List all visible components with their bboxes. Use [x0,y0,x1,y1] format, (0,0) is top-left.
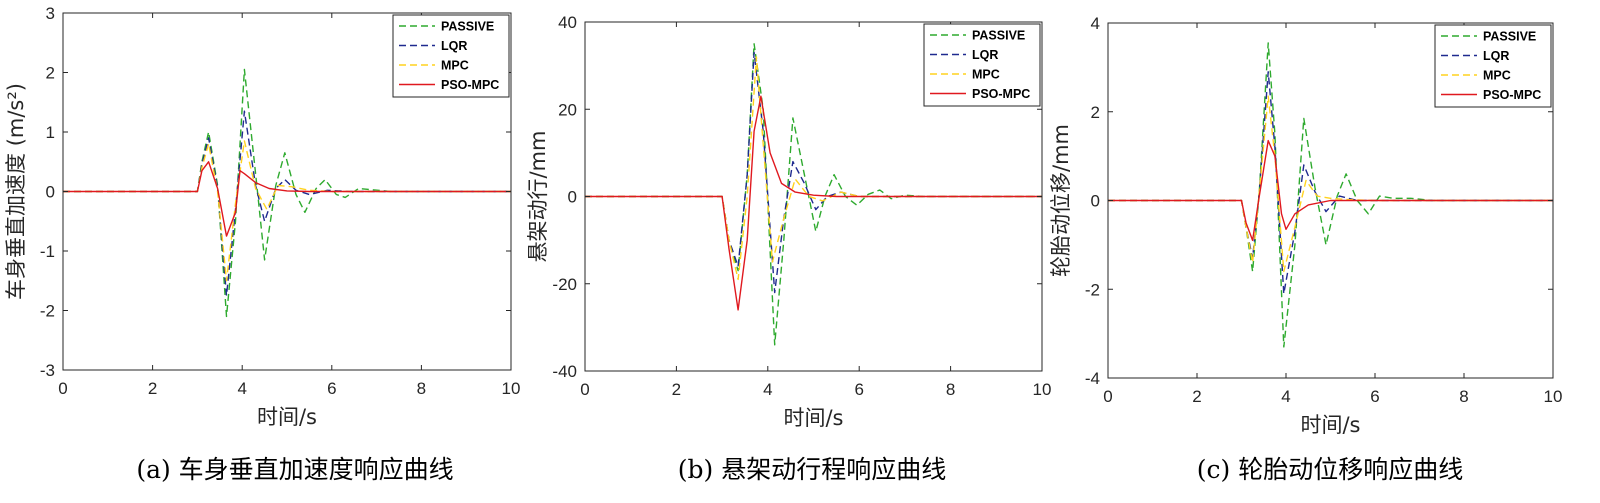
legend: PASSIVE LQR MPC PSO-MPC [923,23,1041,107]
y-tick-label: 1 [46,123,55,142]
y-tick-label: -2 [40,302,55,321]
x-tick-label: 0 [1103,387,1112,406]
legend-label: PSO-MPC [972,87,1030,101]
y-tick-label: 2 [1091,103,1100,122]
x-axis-label: 时间/s [257,405,317,429]
x-tick-label: 2 [672,380,681,399]
series-line-pso-mpc [63,161,511,237]
y-tick-label: 0 [1091,192,1100,211]
y-tick-label: 3 [46,4,55,23]
legend: PASSIVE LQR MPC PSO-MPC [1434,24,1552,108]
series-line-pso-mpc [585,95,1042,311]
series-group [1108,42,1553,348]
legend-label: PSO-MPC [1483,88,1541,102]
series-line-mpc [585,56,1042,281]
x-tick-label: 6 [1370,387,1379,406]
y-tick-label: -3 [40,361,55,380]
x-tick-label: 10 [1033,380,1052,399]
x-tick-label: 0 [58,379,67,398]
x-tick-label: 10 [1544,387,1563,406]
panel-caption: (c) 轮胎动位移响应曲线 [1197,455,1463,484]
legend-box [923,23,1041,107]
legend-label: LQR [972,48,998,62]
x-tick-label: 4 [1281,387,1290,406]
x-tick-label: 2 [148,379,157,398]
x-tick-label: 8 [417,379,426,398]
series-line-mpc [63,140,511,282]
x-tick-label: 6 [327,379,336,398]
legend-label: PASSIVE [972,29,1025,43]
y-tick-label: -4 [1085,369,1100,388]
series-group [63,68,511,318]
x-tick-label: 10 [502,379,521,398]
series-group [585,43,1042,346]
legend-label: MPC [972,68,1000,82]
series-line-passive [63,68,511,318]
panel-caption: (b) 悬架动行程响应曲线 [678,455,946,484]
y-axis-label: 悬架动行/mm [526,131,550,263]
series-line-mpc [1108,95,1553,273]
chart-panel-2: 0 2 4 6 8 10 -40 -20 0 20 40 时间/s 悬架动行/mm PASSIVE LQR M… [526,13,1051,484]
y-tick-label: -20 [552,275,577,294]
x-tick-label: 6 [854,380,863,399]
x-tick-label: 8 [1459,387,1468,406]
legend-box [1434,24,1552,108]
legend-label: PASSIVE [441,20,494,34]
legend-label: LQR [1483,49,1509,63]
y-tick-label: -40 [552,362,577,381]
x-tick-label: 0 [580,380,589,399]
y-tick-label: 40 [558,13,577,32]
series-line-passive [585,43,1042,346]
y-tick-label: 20 [558,100,577,119]
legend-label: PASSIVE [1483,30,1536,44]
legend-box [392,14,510,98]
series-line-pso-mpc [1108,139,1553,242]
x-tick-label: 2 [1192,387,1201,406]
x-axis-label: 时间/s [1300,413,1360,437]
legend-label: LQR [441,39,467,53]
y-tick-label: 4 [1091,14,1100,33]
x-tick-label: 8 [946,380,955,399]
y-axis-label: 车身垂直加速度 (m/s²) [4,83,28,300]
y-tick-label: -2 [1085,280,1100,299]
chart-panel-1: 0 2 4 6 8 10 -3 -2 -1 0 1 2 3 时间/s 车身垂直加速度 (m/s²) PASSI… [4,4,520,484]
x-tick-label: 4 [763,380,772,399]
y-tick-label: 2 [46,64,55,83]
chart-panel-3: 0 2 4 6 8 10-4-2024时间/s轮胎动位移/mmPASSIVELQRMPCP… [1049,14,1562,484]
y-tick-label: -1 [40,242,55,261]
x-axis-label: 时间/s [783,406,843,430]
x-tick-label: 4 [237,379,246,398]
panel-caption: (a) 车身垂直加速度响应曲线 [136,455,453,484]
y-axis-label: 轮胎动位移/mm [1049,124,1073,277]
legend-label: PSO-MPC [441,78,499,92]
legend-label: MPC [1483,69,1511,83]
legend-label: MPC [441,59,469,73]
y-tick-label: 0 [46,183,55,202]
legend: PASSIVE LQR MPC PSO-MPC [392,14,510,98]
y-tick-label: 0 [568,188,577,207]
